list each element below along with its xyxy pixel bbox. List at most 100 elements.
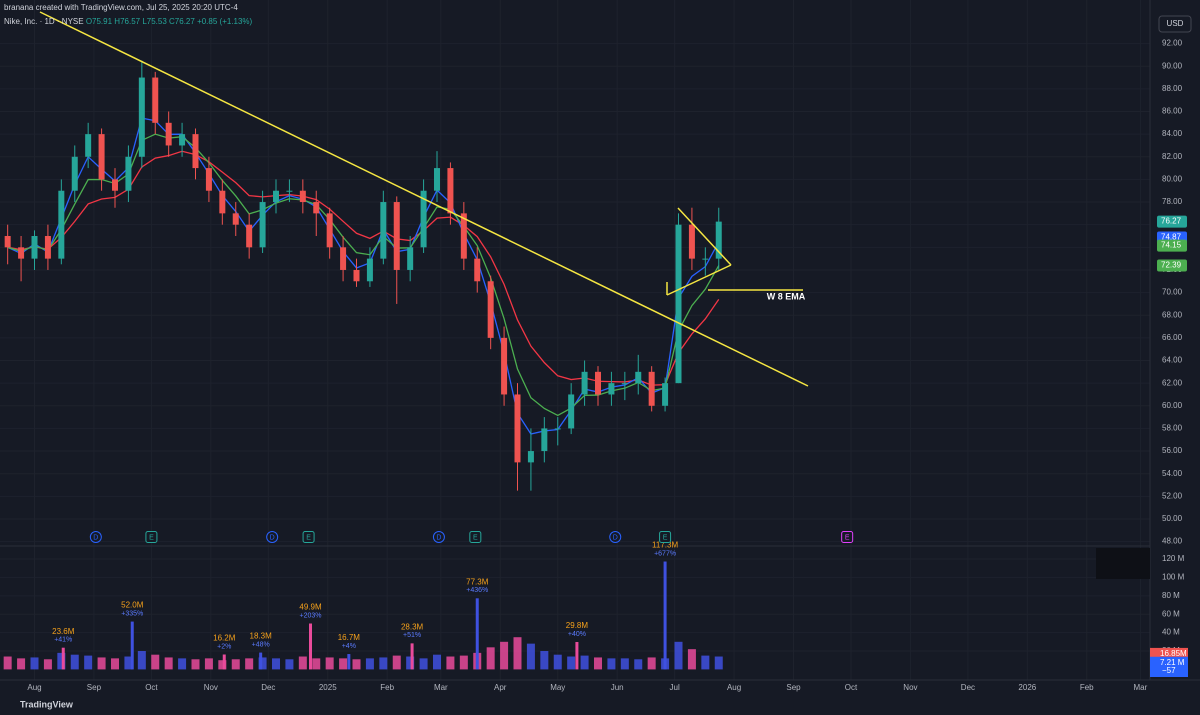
- annotation: W 8 EMA: [767, 291, 806, 301]
- candle-body: [179, 134, 186, 146]
- x-tick-label: Jun: [611, 683, 624, 692]
- candle-body: [514, 394, 521, 463]
- y-tick-label: 64.00: [1162, 356, 1183, 365]
- candle-body: [702, 258, 709, 260]
- spike-label: 23.6M: [52, 627, 75, 636]
- volume-bar: [714, 656, 723, 670]
- x-tick-label: May: [550, 683, 565, 692]
- spike-change: +51%: [403, 632, 421, 639]
- currency-box[interactable]: [1158, 15, 1192, 33]
- price-label-bg: [1157, 259, 1187, 272]
- spike-change: +4%: [342, 643, 356, 650]
- legend: Nike, Inc. · 1D · NYSE O75.91 H76.57 L75…: [4, 17, 253, 26]
- drawings: [39, 11, 809, 387]
- vol-tick-label: 40 M: [1162, 628, 1180, 637]
- credit: branana created with TradingView.com, Ju…: [4, 3, 238, 12]
- event-label: E: [845, 534, 850, 541]
- spike-label: 28.3M: [401, 622, 424, 631]
- plot: 48.00 50.00 52.00 54.00 56.00 58.00 60.00 62.00…: [3, 39, 1188, 692]
- volume-bar: [567, 656, 576, 670]
- candle-body: [299, 190, 306, 203]
- volume-bar: [298, 656, 307, 670]
- volume-bar: [446, 656, 455, 670]
- candle-body: [4, 236, 11, 248]
- candle-body: [259, 202, 266, 248]
- x-tick-label: Nov: [903, 683, 917, 692]
- candle-body: [715, 221, 722, 259]
- candle-body: [407, 247, 414, 270]
- volume-bar: [553, 654, 562, 670]
- volume-bar: [312, 658, 321, 670]
- volume-bar: [124, 656, 133, 670]
- volume-bar: [419, 658, 428, 670]
- candle-body: [527, 451, 534, 463]
- volume-bar: [352, 659, 361, 670]
- candle-body: [635, 371, 642, 384]
- volume-bar: [30, 657, 39, 670]
- triangle-line: [677, 207, 732, 266]
- event-label: D: [436, 534, 441, 541]
- y-tick-label: 86.00: [1162, 107, 1183, 116]
- candle-body: [273, 190, 279, 203]
- candle-body: [125, 156, 132, 191]
- volume-bar: [178, 658, 187, 670]
- candle-body: [71, 156, 78, 191]
- candle-body: [85, 134, 92, 157]
- currency[interactable]: USD: [1167, 19, 1184, 28]
- legend-close: C76.27: [169, 17, 195, 26]
- spike-change: +203%: [300, 612, 322, 619]
- x-tick-label: Jul: [670, 683, 680, 692]
- spike-change: +40%: [568, 631, 586, 638]
- event-label: D: [93, 534, 98, 541]
- candle-body: [568, 394, 575, 429]
- y-tick-label: 70.00: [1162, 288, 1183, 297]
- volume-bar: [339, 658, 348, 670]
- triangle-line: [666, 264, 732, 296]
- event-label: E: [663, 534, 668, 541]
- candle-body: [165, 122, 172, 146]
- y-tick-label: 58.00: [1162, 424, 1183, 433]
- volume-bar: [540, 651, 549, 670]
- candle-body: [648, 371, 655, 406]
- volume-bar: [204, 658, 213, 670]
- badge-bg: [1150, 665, 1188, 677]
- volume-bar: [607, 658, 616, 670]
- spike-change: +677%: [654, 550, 676, 557]
- candle-body: [366, 258, 373, 282]
- volume-bar: [687, 649, 696, 670]
- candle-body: [474, 258, 481, 282]
- y-tick-label: 50.00: [1162, 514, 1183, 523]
- volume-bar: [433, 654, 441, 670]
- event-label: E: [149, 534, 154, 541]
- stats-box: [1096, 548, 1150, 579]
- event-marker: [469, 531, 482, 543]
- volume-bar: [17, 658, 26, 670]
- x-tick-label: Dec: [961, 683, 975, 692]
- volume-spike: [347, 654, 351, 670]
- candle-body: [460, 213, 467, 259]
- legend-change: +0.85 (+1.13%): [197, 17, 252, 26]
- volume-bar: [137, 651, 146, 670]
- x-tick-label: Aug: [727, 683, 741, 692]
- x-tick-label: Feb: [1080, 683, 1094, 692]
- spike-label: 16.7M: [338, 633, 361, 642]
- spike-label: 29.8M: [566, 621, 589, 630]
- candle-body: [595, 371, 601, 395]
- candle-body: [219, 190, 226, 214]
- x-tick-label: Mar: [1134, 683, 1148, 692]
- spike-label: 77.3M: [466, 577, 489, 586]
- price-label: 74.87: [1161, 233, 1182, 242]
- candle-body: [393, 202, 400, 270]
- y-tick-label: 88.00: [1162, 84, 1183, 93]
- candle-body: [205, 168, 212, 191]
- candle-body: [44, 236, 51, 259]
- candle-body: [58, 190, 65, 259]
- event-label: D: [613, 534, 618, 541]
- candle-body: [286, 190, 293, 192]
- candle-body: [340, 247, 347, 270]
- candle-body: [192, 134, 199, 169]
- volume-spike: [309, 623, 312, 670]
- event-label: E: [306, 534, 311, 541]
